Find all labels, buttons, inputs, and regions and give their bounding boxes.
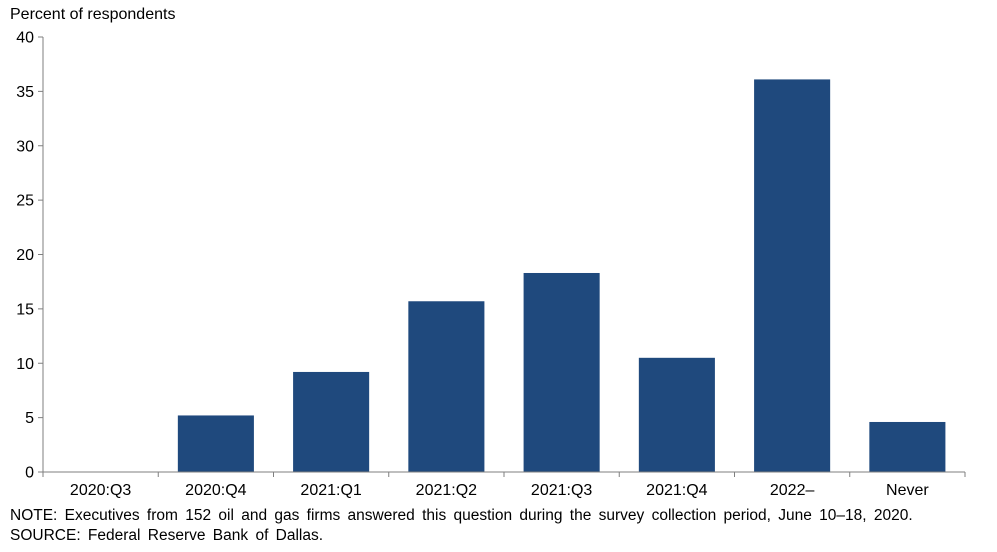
bar-2021-q3 (523, 272, 600, 472)
y-tick-label: 25 (16, 193, 34, 210)
x-tick-label: 2021:Q2 (416, 482, 477, 499)
x-tick-label: 2022– (770, 482, 815, 499)
y-tick-label: 0 (25, 465, 34, 482)
bar-2021-q2 (408, 301, 485, 472)
x-tick-label: 2021:Q1 (300, 482, 361, 499)
x-tick-label: 2021:Q4 (646, 482, 707, 499)
x-tick-label: 2020:Q3 (70, 482, 131, 499)
y-tick-label: 10 (16, 356, 34, 373)
y-tick-label: 5 (25, 410, 34, 427)
bars-group (177, 79, 946, 472)
bar-2022- (754, 79, 831, 472)
y-tick-label: 35 (16, 84, 34, 101)
y-tick-label: 30 (16, 138, 34, 155)
x-tick-label: 2021:Q3 (531, 482, 592, 499)
bar-2021-q1 (293, 371, 370, 472)
x-tick-label: Never (886, 482, 929, 499)
y-tick-label: 15 (16, 301, 34, 318)
bar-never (869, 421, 946, 472)
y-axis-label: Percent of respondents (10, 6, 176, 23)
chart-source: SOURCE: Federal Reserve Bank of Dallas. (10, 527, 324, 544)
bar-2021-q4 (638, 357, 715, 472)
chart-note: NOTE: Executives from 152 oil and gas fi… (10, 507, 913, 524)
x-tick-label: 2020:Q4 (185, 482, 246, 499)
y-tick-label: 20 (16, 247, 34, 264)
axes-group: 0 5 10 15 20 25 30 35 40 2020:Q3 2020:Q4 2021:Q1 202… (16, 30, 966, 499)
bar-2020-q4 (177, 415, 254, 472)
y-tick-label: 40 (16, 30, 34, 47)
